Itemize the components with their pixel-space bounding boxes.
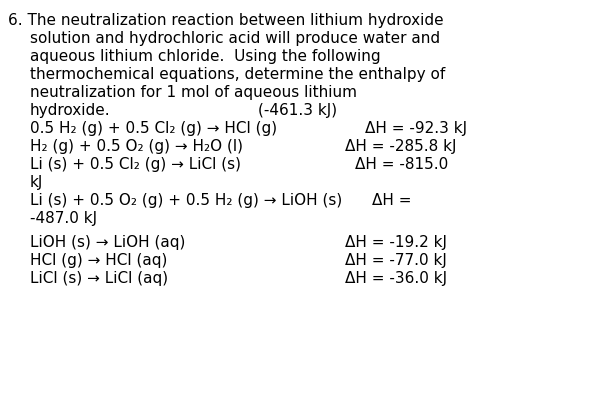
Text: ΔH = -77.0 kJ: ΔH = -77.0 kJ (345, 253, 447, 268)
Text: thermochemical equations, determine the enthalpy of: thermochemical equations, determine the … (30, 67, 445, 82)
Text: ΔH = -285.8 kJ: ΔH = -285.8 kJ (345, 139, 457, 154)
Text: 0.5 H₂ (g) + 0.5 Cl₂ (g) → HCl (g): 0.5 H₂ (g) + 0.5 Cl₂ (g) → HCl (g) (30, 121, 277, 136)
Text: ΔH =: ΔH = (372, 193, 411, 208)
Text: hydroxide.: hydroxide. (30, 103, 111, 118)
Text: -487.0 kJ: -487.0 kJ (30, 211, 97, 226)
Text: kJ: kJ (30, 175, 44, 190)
Text: HCl (g) → HCl (aq): HCl (g) → HCl (aq) (30, 253, 168, 268)
Text: ΔH = -36.0 kJ: ΔH = -36.0 kJ (345, 271, 447, 286)
Text: ΔH = -19.2 kJ: ΔH = -19.2 kJ (345, 235, 447, 250)
Text: neutralization for 1 mol of aqueous lithium: neutralization for 1 mol of aqueous lith… (30, 85, 357, 100)
Text: ΔH = -92.3 kJ: ΔH = -92.3 kJ (365, 121, 467, 136)
Text: (-461.3 kJ): (-461.3 kJ) (258, 103, 337, 118)
Text: Li (s) + 0.5 O₂ (g) + 0.5 H₂ (g) → LiOH (s): Li (s) + 0.5 O₂ (g) + 0.5 H₂ (g) → LiOH … (30, 193, 342, 208)
Text: solution and hydrochloric acid will produce water and: solution and hydrochloric acid will prod… (30, 31, 440, 46)
Text: H₂ (g) + 0.5 O₂ (g) → H₂O (l): H₂ (g) + 0.5 O₂ (g) → H₂O (l) (30, 139, 243, 154)
Text: 6. The neutralization reaction between lithium hydroxide: 6. The neutralization reaction between l… (8, 13, 444, 28)
Text: aqueous lithium chloride.  Using the following: aqueous lithium chloride. Using the foll… (30, 49, 381, 64)
Text: LiOH (s) → LiOH (aq): LiOH (s) → LiOH (aq) (30, 235, 185, 250)
Text: ΔH = -815.0: ΔH = -815.0 (355, 157, 448, 172)
Text: Li (s) + 0.5 Cl₂ (g) → LiCl (s): Li (s) + 0.5 Cl₂ (g) → LiCl (s) (30, 157, 241, 172)
Text: LiCl (s) → LiCl (aq): LiCl (s) → LiCl (aq) (30, 271, 168, 286)
